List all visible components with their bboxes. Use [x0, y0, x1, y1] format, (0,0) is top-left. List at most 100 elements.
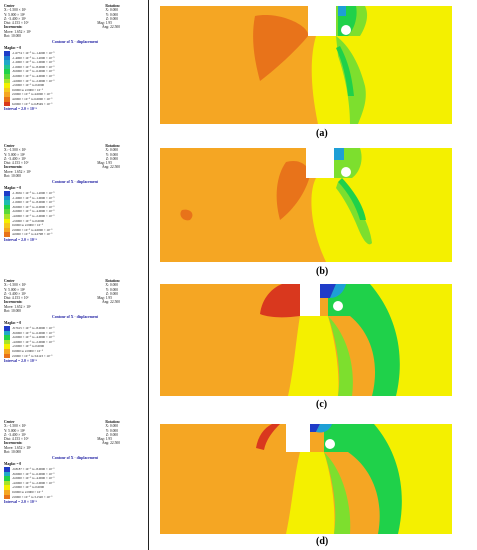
legend-item: -1.2000 × 10⁻⁵ to -1.0000 × 10⁻⁵ [4, 60, 146, 65]
rotation-y: Y: 0.000 [105, 12, 118, 17]
center-z: Z: -3.400 × 10¹ [4, 291, 26, 296]
ang: Ang: 22.500 [102, 300, 120, 305]
dist: Dist: 4.153 × 10² [4, 161, 29, 166]
legend-item: -6.0000 × 10⁻⁶ to -4.0000 × 10⁻⁶ [4, 209, 146, 214]
legend-item: -2.0000 × 10⁻⁶ to 0.0000 [4, 218, 146, 224]
rotation-y: Y: 0.000 [105, 287, 118, 292]
info-block-b: Center Rotation: X: -1.500 × 10¹ X: 0.000 … [4, 144, 146, 242]
interval: Interval = 2.0 × 10⁻⁶ [4, 237, 37, 242]
contour-title: Contour of X - displacement [52, 456, 98, 461]
legend-item: 4.0000 × 10⁻⁶ to 4.2798 × 10⁻⁶ [4, 232, 146, 237]
contour-plot-d [160, 424, 452, 534]
ang: Ang: 22.500 [102, 441, 120, 446]
center-label: Center [4, 279, 15, 283]
rotation-label: Rotation: [105, 4, 120, 8]
center-z: Z: -3.400 × 10¹ [4, 432, 26, 437]
contour-plot-a [160, 6, 452, 124]
magfac: Magfac = 0 [4, 45, 22, 50]
legend-item: -4.0000 × 10⁻⁶ to -2.0000 × 10⁻⁶ [4, 78, 146, 84]
rotation-y: Y: 0.000 [105, 152, 118, 157]
dist: Dist: 4.153 × 10² [4, 21, 29, 26]
rotation-x: X: 0.000 [105, 283, 118, 288]
legend-item: -1.6774 × 10⁻⁵ to -1.4000 × 10⁻⁵ [4, 50, 146, 56]
legend-item: -4.0000 × 10⁻⁶ to -2.0000 × 10⁻⁶ [4, 339, 146, 345]
legend-item: 0.0000 to 2.0000 × 10⁻⁶ [4, 87, 146, 93]
rotation-x: X: 0.000 [105, 424, 118, 429]
legend-item: 6.0000 × 10⁻⁶ to 6.8549 × 10⁻⁶ [4, 101, 146, 107]
legend-item: -1.0000 × 10⁻⁵ to -8.0000 × 10⁻⁶ [4, 64, 146, 70]
legend-item: 0.0000 to 2.0000 × 10⁻⁶ [4, 348, 146, 354]
legend-item: -4.0000 × 10⁻⁶ to -2.0000 × 10⁻⁶ [4, 480, 146, 486]
legend-item: -1.3656 × 10⁻⁵ to -1.2000 × 10⁻⁵ [4, 190, 146, 196]
center-label: Center [4, 4, 15, 8]
center-z: Z: -3.400 × 10¹ [4, 156, 26, 161]
legend-item: -8.0000 × 10⁻⁶ to -6.0000 × 10⁻⁶ [4, 204, 146, 210]
dist: Dist: 4.153 × 10² [4, 437, 29, 442]
contour-title: Contour of X - displacement [52, 315, 98, 320]
center-x: X: -1.500 × 10¹ [4, 8, 27, 13]
interval: Interval = 2.0 × 10⁻⁶ [4, 359, 37, 364]
legend-item: -1.2000 × 10⁻⁵ to -1.0000 × 10⁻⁵ [4, 195, 146, 201]
center-label: Center [4, 420, 15, 424]
increments-label: Increments: [4, 165, 23, 170]
rotation-z: Z: 0.000 [105, 291, 118, 296]
info-block-c: Center Rotation: X: -1.500 × 10¹ X: 0.000 … [4, 279, 146, 363]
info-block-d: Center Rotation: X: -1.500 × 10¹ X: 0.000 … [4, 420, 146, 504]
legend-item: 0.0000 to 2.0000 × 10⁻⁶ [4, 223, 146, 228]
contour-plot-c [160, 284, 452, 396]
legend-item: -9.8187 × 10⁻⁶ to -8.0000 × 10⁻⁶ [4, 466, 146, 472]
ang: Ang: 22.500 [102, 165, 120, 170]
legend-item: 2.0000 × 10⁻⁶ to 3.1520 × 10⁻⁶ [4, 494, 146, 500]
mag: Mag: 1.95 [97, 161, 112, 166]
legend-item: 4.0000 × 10⁻⁶ to 6.0000 × 10⁻⁶ [4, 96, 146, 102]
rotation-x: X: 0.000 [105, 148, 118, 153]
legend-c: -8.7615 × 10⁻⁶ to -8.0000 × 10⁻⁶ -8.0000… [4, 325, 146, 359]
rot: Rot: 10.000 [4, 450, 21, 455]
center-y: Y: 5.000 × 10⁰ [4, 428, 26, 433]
center-z: Z: -3.400 × 10¹ [4, 16, 26, 21]
legend-b: -1.3656 × 10⁻⁵ to -1.2000 × 10⁻⁵ -1.2000… [4, 190, 146, 237]
mag: Mag: 1.95 [97, 296, 112, 301]
panel-caption-c: (c) [316, 399, 328, 410]
interval: Interval = 2.0 × 10⁻⁶ [4, 500, 37, 505]
rotation-label: Rotation: [105, 420, 120, 424]
legend-item: -1.0000 × 10⁻⁵ to -8.0000 × 10⁻⁶ [4, 200, 146, 205]
rot: Rot: 10.000 [4, 174, 21, 179]
magfac: Magfac = 0 [4, 320, 22, 325]
interval: Interval = 2.0 × 10⁻⁶ [4, 107, 37, 112]
legend-item: -1.4000 × 10⁻⁵ to -1.2000 × 10⁻⁵ [4, 55, 146, 61]
legend-item: -2.0000 × 10⁻⁶ to 0.0000 [4, 485, 146, 490]
rotation-y: Y: 0.000 [105, 428, 118, 433]
legend-item: -6.0000 × 10⁻⁶ to -4.0000 × 10⁻⁶ [4, 476, 146, 481]
legend-item: 2.0000 × 10⁻⁶ to 4.0000 × 10⁻⁶ [4, 227, 146, 233]
move: Move: 1.652 × 10³ [4, 445, 31, 450]
legend-item: -4.0000 × 10⁻⁶ to -2.0000 × 10⁻⁶ [4, 213, 146, 219]
legend-a: -1.6774 × 10⁻⁵ to -1.4000 × 10⁻⁵ -1.4000… [4, 50, 146, 107]
legend-item: -8.0000 × 10⁻⁶ to -6.0000 × 10⁻⁶ [4, 69, 146, 74]
panel-caption-b: (b) [316, 266, 329, 277]
increments-label: Increments: [4, 25, 23, 30]
contour-plot-b [160, 148, 452, 262]
mag: Mag: 1.95 [97, 437, 112, 442]
center-label: Center [4, 144, 15, 148]
legend-item: -6.0000 × 10⁻⁶ to -4.0000 × 10⁻⁶ [4, 73, 146, 79]
magfac: Magfac = 0 [4, 461, 22, 466]
rotation-label: Rotation: [105, 279, 120, 283]
legend-item: -8.7615 × 10⁻⁶ to -8.0000 × 10⁻⁶ [4, 325, 146, 331]
legend-item: 0.0000 to 2.0000 × 10⁻⁶ [4, 489, 146, 495]
center-x: X: -1.500 × 10¹ [4, 148, 27, 153]
center-x: X: -1.500 × 10¹ [4, 283, 27, 288]
contour-title: Contour of X - displacement [52, 180, 98, 185]
vertical-divider [148, 0, 149, 550]
center-y: Y: 5.000 × 10⁰ [4, 287, 26, 292]
legend-item: -8.0000 × 10⁻⁶ to -6.0000 × 10⁻⁶ [4, 330, 146, 336]
legend-item: 2.0000 × 10⁻⁶ to 4.0000 × 10⁻⁶ [4, 92, 146, 97]
legend-d: -9.8187 × 10⁻⁶ to -8.0000 × 10⁻⁶ -8.0000… [4, 466, 146, 500]
rotation-z: Z: 0.000 [105, 432, 118, 437]
center-y: Y: 5.000 × 10⁰ [4, 152, 26, 157]
panel-caption-a: (a) [316, 128, 328, 139]
rotation-label: Rotation: [105, 144, 120, 148]
panel-caption-d: (d) [316, 536, 329, 547]
contour-title: Contour of X - displacement [52, 40, 98, 45]
